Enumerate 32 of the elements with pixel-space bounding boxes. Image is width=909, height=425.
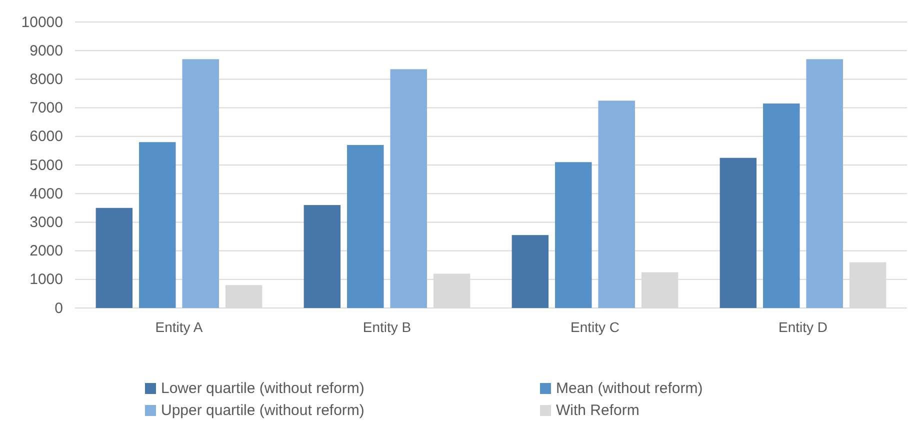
- y-tick-label: 0: [54, 300, 63, 317]
- y-tick-label: 7000: [30, 100, 63, 117]
- x-tick-label: Entity C: [570, 318, 620, 335]
- legend-label: Lower quartile (without reform): [161, 380, 364, 397]
- y-tick-label: 8000: [30, 71, 63, 88]
- legend-label: With Reform: [556, 402, 640, 419]
- y-tick-label: 2000: [30, 242, 63, 260]
- bar: [806, 59, 843, 308]
- bar: [512, 235, 549, 308]
- x-tick-label: Entity A: [155, 318, 204, 335]
- y-tick-label: 9000: [30, 42, 63, 60]
- x-tick-label: Entity D: [778, 318, 828, 335]
- y-tick-label: 1000: [30, 271, 63, 288]
- legend-label: Upper quartile (without reform): [161, 402, 364, 419]
- bar: [304, 205, 341, 308]
- bar: [96, 208, 133, 308]
- bar: [225, 285, 262, 308]
- bar: [555, 162, 592, 308]
- y-tick-label: 6000: [30, 128, 63, 146]
- y-tick-label: 10000: [21, 14, 63, 31]
- bar: [182, 59, 219, 308]
- y-tick-label: 3000: [30, 214, 63, 231]
- legend-label: Mean (without reform): [556, 380, 703, 397]
- bar: [763, 104, 800, 308]
- x-tick-label: Entity B: [362, 318, 412, 335]
- bar: [347, 144, 384, 308]
- y-tick-label: 5000: [30, 156, 63, 174]
- bar: [720, 158, 757, 308]
- bar: [598, 100, 635, 308]
- y-tick-label: 4000: [30, 185, 63, 202]
- bar: [390, 69, 427, 308]
- bar: [139, 142, 176, 308]
